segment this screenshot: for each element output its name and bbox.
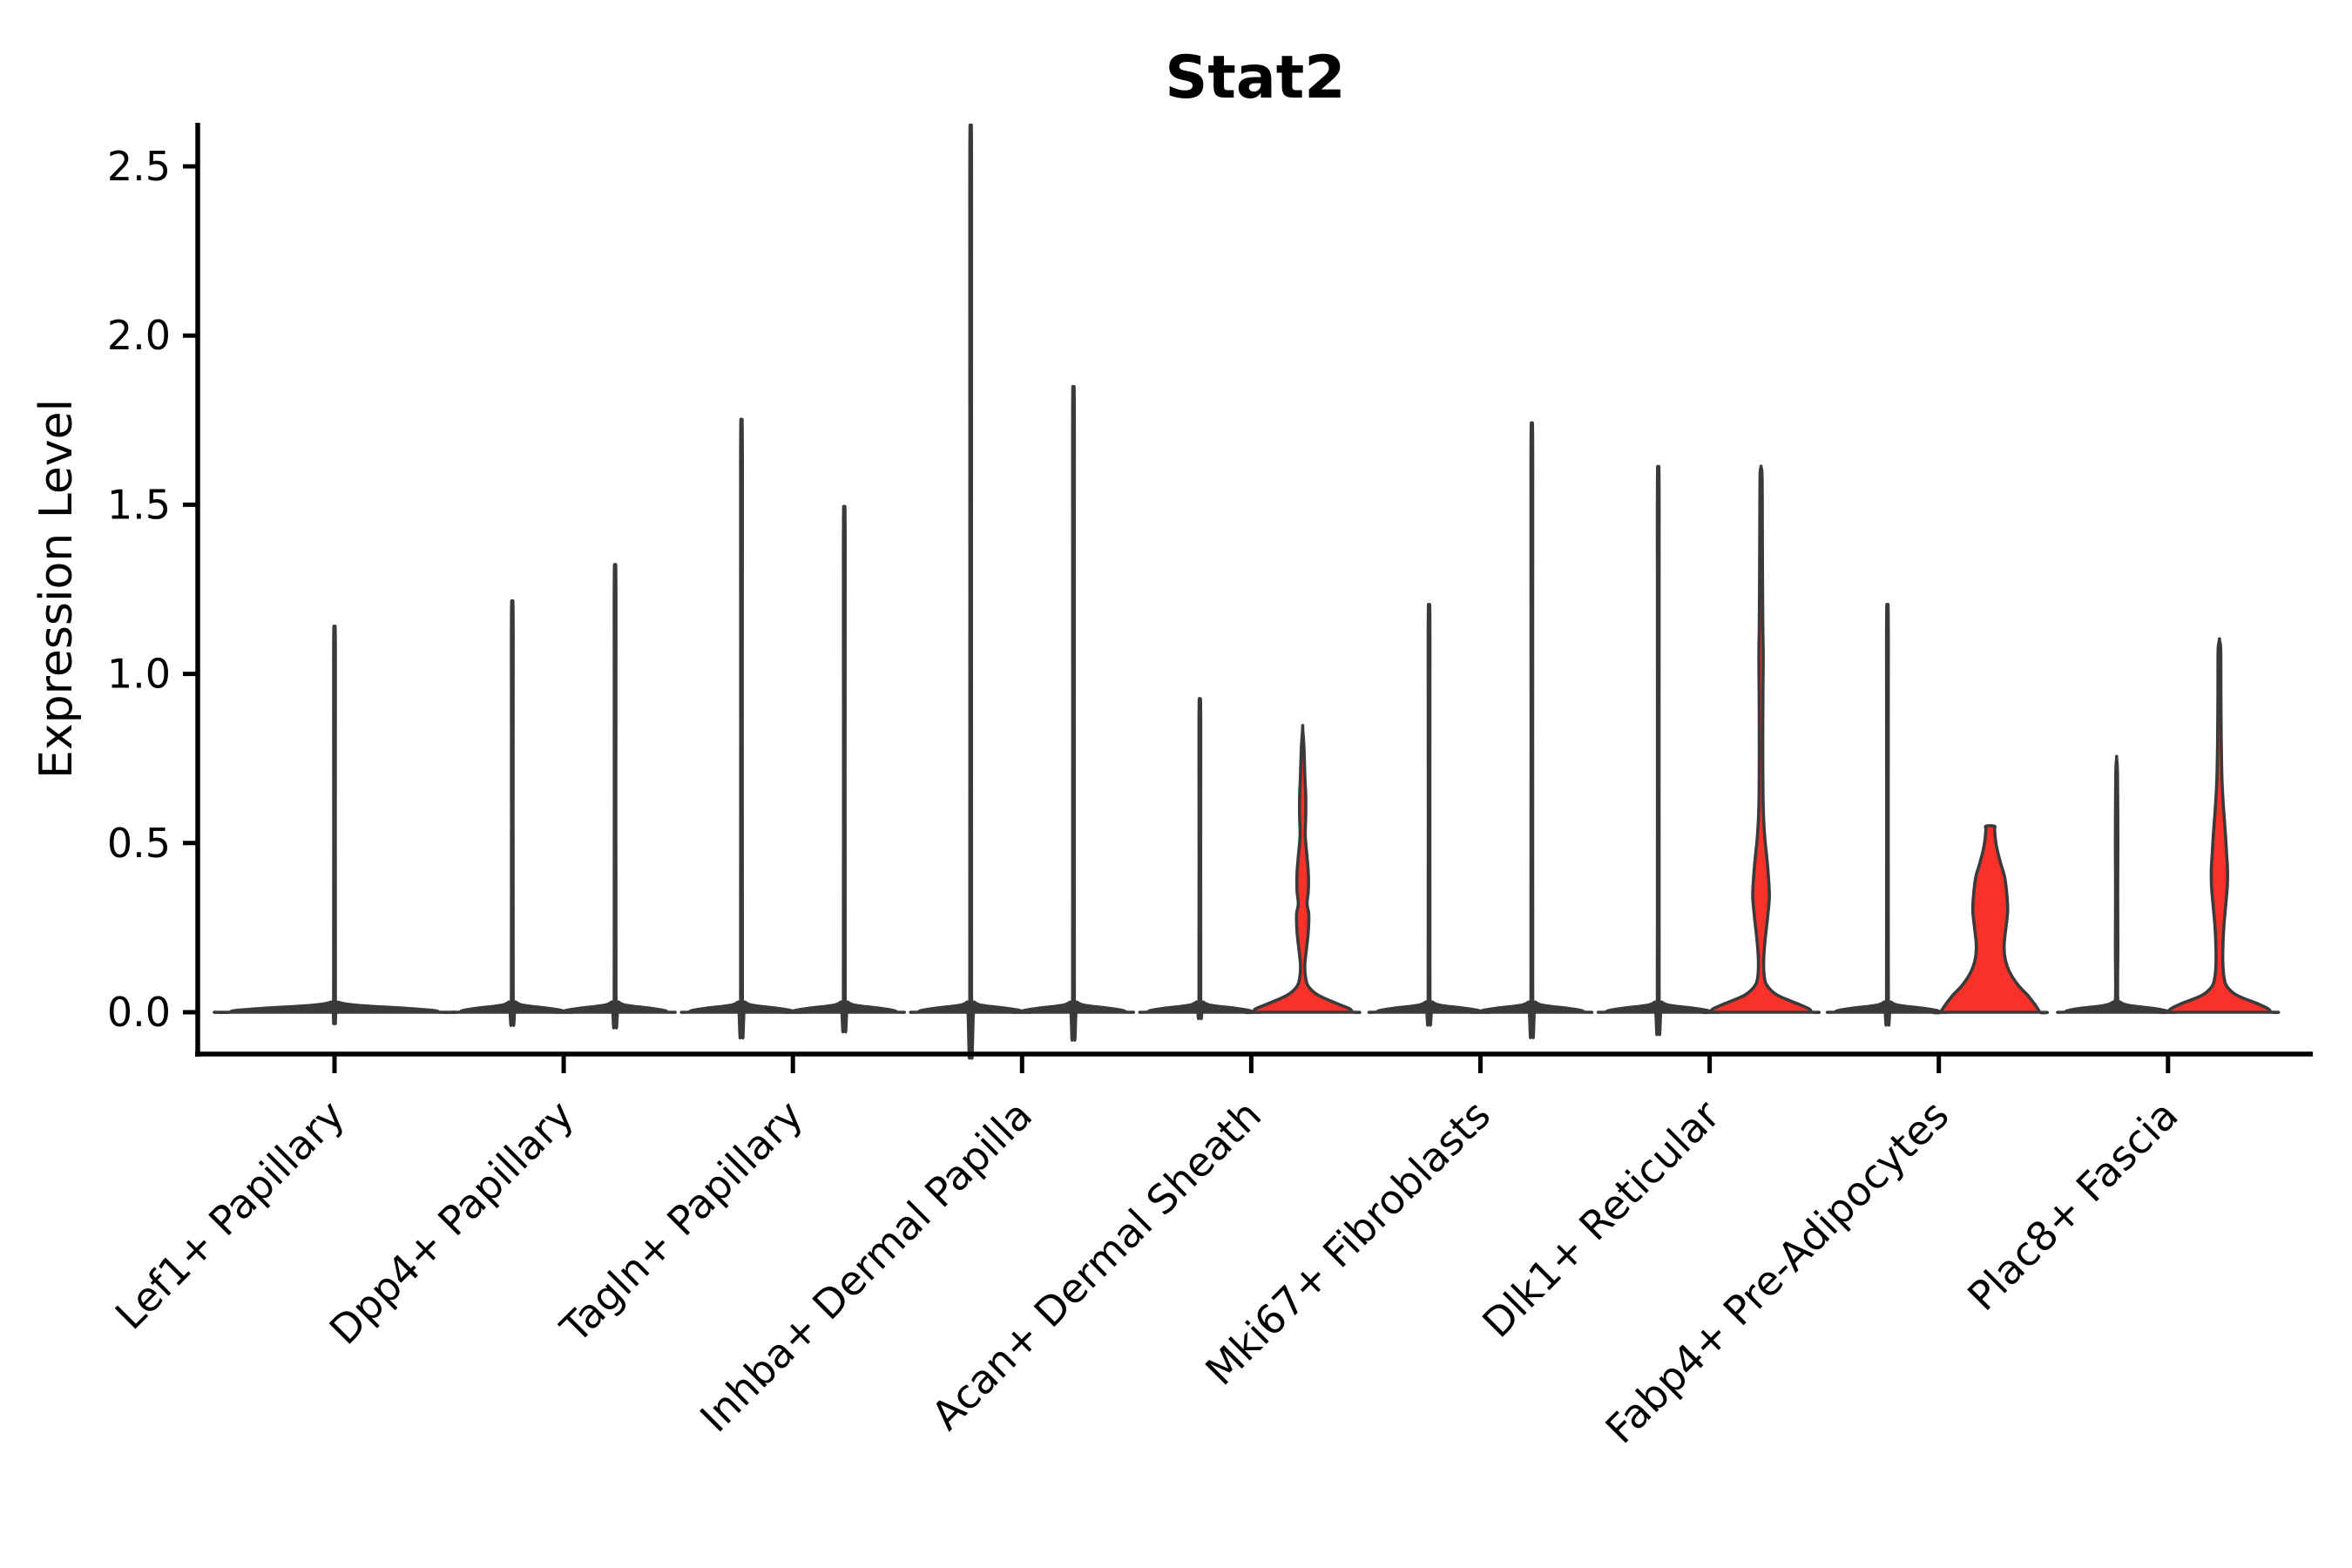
violin-dark: [553, 563, 677, 1030]
violin-red: [2159, 637, 2281, 1015]
violin-red: [1244, 724, 1362, 1015]
violin-dark: [2056, 754, 2178, 1014]
y-tick-label: 2.5: [107, 143, 171, 190]
violin-dark: [1470, 421, 1594, 1039]
y-tick-label: 1.5: [107, 481, 171, 528]
y-axis-label: Expression Level: [30, 399, 83, 779]
chart-title: Stat2: [1165, 44, 1345, 112]
violin-dark: [1367, 603, 1491, 1027]
violin-dark: [909, 124, 1033, 1060]
violin-dark: [1825, 603, 1950, 1027]
x-tick-label: Lef1+ Papillary: [106, 1092, 354, 1339]
x-tick-label: Tagln+ Papillary: [551, 1092, 812, 1353]
x-tick-label: Dlk1+ Reticular: [1473, 1092, 1728, 1347]
violin-dark: [1138, 697, 1262, 1021]
y-tick-label: 2.0: [107, 312, 171, 359]
violin-dark: [1011, 385, 1136, 1042]
violin-dark: [679, 417, 803, 1040]
x-tick-label: Plac8+ Fascia: [1958, 1092, 2186, 1320]
violin-dark: [1596, 464, 1720, 1037]
x-tick-label: Dpp4+ Papillary: [321, 1092, 583, 1354]
violin-dark: [213, 625, 456, 1025]
y-tick-label: 0.5: [107, 820, 171, 867]
violin-red: [1701, 464, 1821, 1015]
violins-layer: [213, 124, 2281, 1060]
y-tick-label: 0.0: [107, 989, 171, 1036]
violin-dark: [450, 598, 574, 1027]
y-tick-label: 1.0: [107, 651, 171, 698]
violin-dark: [782, 504, 906, 1034]
violin-red: [1931, 824, 2050, 1015]
